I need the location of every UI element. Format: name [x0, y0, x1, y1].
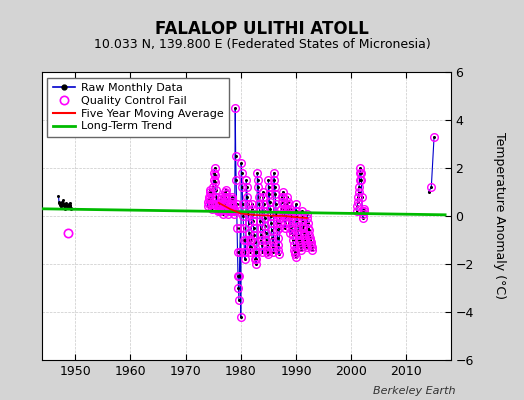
Y-axis label: Temperature Anomaly (°C): Temperature Anomaly (°C) — [493, 132, 506, 300]
Text: Berkeley Earth: Berkeley Earth — [374, 386, 456, 396]
Text: FALALOP ULITHI ATOLL: FALALOP ULITHI ATOLL — [155, 20, 369, 38]
Text: 10.033 N, 139.800 E (Federated States of Micronesia): 10.033 N, 139.800 E (Federated States of… — [94, 38, 430, 51]
Legend: Raw Monthly Data, Quality Control Fail, Five Year Moving Average, Long-Term Tren: Raw Monthly Data, Quality Control Fail, … — [48, 78, 229, 137]
